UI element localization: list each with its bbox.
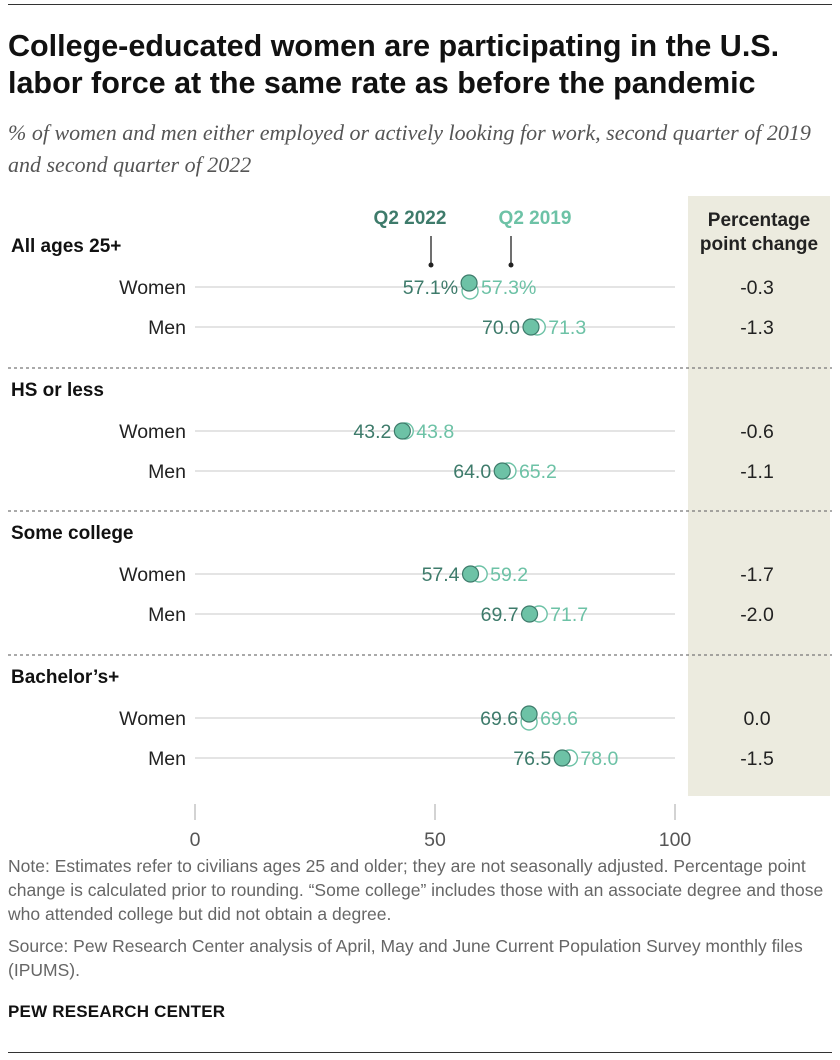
dot-q2-2022 bbox=[520, 705, 538, 723]
group-label: Some college bbox=[11, 523, 134, 544]
dot-plot-chart: Percentage point change Q2 2022 Q2 2019 All … bbox=[8, 196, 832, 846]
change-column-panel bbox=[688, 196, 830, 796]
change-value: -1.5 bbox=[740, 748, 774, 770]
legend-q2-2019: Q2 2019 bbox=[499, 208, 572, 229]
dot-q2-2022 bbox=[460, 274, 478, 292]
value-label-q2-2022: 64.0 bbox=[453, 461, 491, 483]
bottom-rule bbox=[8, 1052, 832, 1053]
value-label-q2-2019: 78.0 bbox=[580, 748, 618, 770]
value-label-q2-2019: 69.6 bbox=[540, 708, 578, 730]
change-value: -1.7 bbox=[740, 564, 774, 586]
row-label: Women bbox=[119, 277, 186, 299]
group-label: HS or less bbox=[11, 380, 104, 401]
value-label-q2-2022: 57.1% bbox=[403, 277, 458, 299]
row-label: Men bbox=[148, 748, 186, 770]
dot-q2-2022 bbox=[461, 565, 480, 583]
value-label-q2-2022: 69.6 bbox=[480, 708, 518, 730]
dot-q2-2022 bbox=[553, 749, 571, 767]
value-label-q2-2019: 59.2 bbox=[490, 564, 528, 586]
value-label-q2-2022: 69.7 bbox=[481, 604, 519, 626]
top-rule bbox=[8, 4, 832, 5]
x-axis-tick-label: 50 bbox=[424, 829, 446, 846]
value-label-q2-2019: 57.3% bbox=[481, 277, 536, 299]
change-value: 0.0 bbox=[743, 708, 770, 730]
change-header-line-2: point change bbox=[700, 234, 818, 255]
dot-q2-2022 bbox=[520, 605, 539, 623]
value-label-q2-2022: 43.2 bbox=[353, 421, 391, 443]
dot-q2-2022 bbox=[493, 462, 511, 480]
value-label-q2-2019: 71.7 bbox=[550, 604, 588, 626]
row-label: Men bbox=[148, 604, 186, 626]
chart-title: College-educated women are participating… bbox=[8, 29, 780, 100]
change-value: -1.3 bbox=[740, 317, 774, 339]
change-value: -0.6 bbox=[740, 421, 774, 443]
x-axis-tick-label: 0 bbox=[190, 829, 201, 846]
chart-subtitle: % of women and men either employed or ac… bbox=[8, 120, 811, 177]
change-value: -2.0 bbox=[740, 604, 774, 626]
group-label: Bachelor’s+ bbox=[11, 667, 119, 688]
dot-q2-2022 bbox=[393, 422, 411, 440]
brand-credit: PEW RESEARCH CENTER bbox=[8, 1002, 226, 1021]
value-label-q2-2019: 43.8 bbox=[416, 421, 454, 443]
legend-leader-dot-2022 bbox=[428, 262, 434, 268]
value-label-q2-2022: 70.0 bbox=[482, 317, 520, 339]
legend-q2-2022: Q2 2022 bbox=[374, 208, 447, 229]
row-label: Women bbox=[119, 708, 186, 730]
change-header-line-1: Percentage bbox=[708, 210, 810, 231]
row-label: Women bbox=[119, 564, 186, 586]
value-label-q2-2022: 57.4 bbox=[422, 564, 460, 586]
dot-q2-2022 bbox=[522, 318, 540, 336]
group-label: All ages 25+ bbox=[11, 236, 121, 257]
chart-source: Source: Pew Research Center analysis of … bbox=[8, 936, 803, 980]
change-value: -0.3 bbox=[740, 277, 774, 299]
row-label: Men bbox=[148, 461, 186, 483]
value-label-q2-2019: 65.2 bbox=[519, 461, 557, 483]
row-label: Men bbox=[148, 317, 186, 339]
row-label: Women bbox=[119, 421, 186, 443]
chart-note: Note: Estimates refer to civilians ages … bbox=[8, 856, 824, 924]
value-label-q2-2022: 76.5 bbox=[513, 748, 551, 770]
x-axis-tick-label: 100 bbox=[659, 829, 692, 846]
legend-leader-dot-2019 bbox=[508, 262, 514, 268]
change-value: -1.1 bbox=[740, 461, 774, 483]
value-label-q2-2019: 71.3 bbox=[548, 317, 586, 339]
